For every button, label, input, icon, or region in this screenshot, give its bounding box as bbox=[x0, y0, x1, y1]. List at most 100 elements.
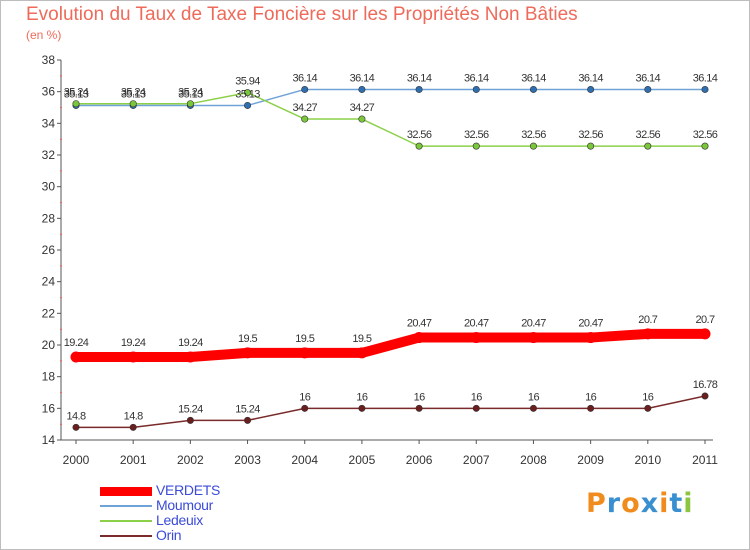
data-point-ledeuix bbox=[301, 115, 309, 123]
data-point-verdets bbox=[585, 332, 597, 344]
legend-label: VERDETS bbox=[156, 482, 221, 498]
data-label-ledeuix: 34.27 bbox=[292, 102, 317, 114]
data-point-moumour bbox=[701, 85, 709, 93]
data-label-ledeuix: 32.56 bbox=[578, 129, 603, 141]
legend-label: Ledeuix bbox=[156, 512, 203, 528]
data-point-verdets bbox=[299, 347, 311, 359]
x-tick-label: 2002 bbox=[177, 453, 204, 467]
data-label-moumour: 36.14 bbox=[350, 72, 375, 84]
data-point-orin bbox=[587, 404, 595, 412]
series-line-orin bbox=[75, 395, 706, 429]
data-point-orin bbox=[472, 404, 480, 412]
legend-item-ledeuix: Ledeuix bbox=[100, 512, 350, 529]
chart-title: Evolution du Taux de Taxe Foncière sur l… bbox=[26, 4, 578, 25]
y-tick-label: 18 bbox=[42, 370, 56, 384]
data-point-orin bbox=[415, 404, 423, 412]
data-label-orin: 16 bbox=[471, 391, 483, 403]
y-tick-label: 38 bbox=[42, 53, 56, 67]
y-minor-tick bbox=[60, 423, 62, 425]
data-label-moumour: 36.14 bbox=[292, 72, 317, 84]
data-label-orin: 14.8 bbox=[124, 410, 143, 422]
data-label-ledeuix: 32.56 bbox=[521, 129, 546, 141]
data-label-verdets: 19.5 bbox=[238, 333, 257, 345]
y-minor-tick bbox=[60, 265, 62, 267]
data-point-ledeuix bbox=[129, 100, 137, 108]
x-tick-label: 2006 bbox=[406, 453, 433, 467]
y-minor-tick bbox=[60, 328, 62, 330]
data-label-ledeuix: 32.56 bbox=[693, 129, 718, 141]
y-tick-label: 24 bbox=[42, 275, 56, 289]
y-tick-label: 20 bbox=[42, 338, 56, 352]
legend-item-orin: Orin bbox=[100, 527, 350, 544]
y-tick-label: 16 bbox=[42, 401, 56, 415]
x-tick-label: 2005 bbox=[349, 453, 376, 467]
data-point-ledeuix bbox=[587, 142, 595, 150]
data-label-orin: 16 bbox=[642, 391, 654, 403]
x-tick-label: 2007 bbox=[463, 453, 490, 467]
data-point-verdets bbox=[70, 351, 82, 363]
data-label-verdets: 19.24 bbox=[121, 337, 146, 349]
legend-label: Moumour bbox=[156, 497, 214, 513]
y-minor-tick bbox=[60, 75, 62, 77]
data-point-moumour bbox=[244, 101, 252, 109]
data-point-ledeuix bbox=[244, 89, 252, 97]
data-point-verdets bbox=[242, 347, 254, 359]
data-label-moumour: 36.14 bbox=[693, 72, 718, 84]
data-point-verdets bbox=[127, 351, 139, 363]
data-label-moumour: 35.13 bbox=[121, 88, 146, 100]
y-tick-label: 36 bbox=[42, 85, 56, 99]
y-tick-label: 26 bbox=[42, 243, 56, 257]
data-point-verdets bbox=[642, 328, 654, 340]
x-tick-label: 2004 bbox=[291, 453, 318, 467]
series-line-verdets bbox=[71, 328, 710, 363]
y-minor-tick bbox=[60, 201, 62, 204]
logo-letter: i bbox=[659, 488, 670, 519]
y-tick-label: 34 bbox=[42, 116, 56, 130]
data-point-ledeuix bbox=[186, 100, 194, 108]
data-point-moumour bbox=[415, 85, 423, 93]
data-label-moumour: 36.14 bbox=[578, 72, 603, 84]
data-point-orin bbox=[244, 416, 252, 424]
x-tick-label: 2001 bbox=[120, 453, 147, 467]
data-point-orin bbox=[644, 404, 652, 412]
data-label-ledeuix: 32.56 bbox=[636, 129, 661, 141]
data-label-moumour: 36.14 bbox=[407, 72, 432, 84]
logo-letter: o bbox=[621, 488, 641, 519]
data-point-ledeuix bbox=[358, 115, 366, 123]
legend-item-moumour: Moumour bbox=[100, 497, 350, 514]
data-label-orin: 16 bbox=[356, 391, 368, 403]
data-point-orin bbox=[186, 416, 194, 424]
legend-swatch bbox=[100, 520, 152, 522]
data-point-ledeuix bbox=[72, 100, 80, 108]
data-label-verdets: 19.5 bbox=[352, 333, 371, 345]
legend-label: Orin bbox=[156, 527, 182, 543]
data-label-orin: 14.8 bbox=[66, 410, 85, 422]
x-tick-label: 2011 bbox=[692, 453, 718, 467]
y-tick-label: 14 bbox=[42, 433, 56, 447]
y-minor-tick bbox=[60, 360, 62, 362]
data-label-ledeuix: 32.56 bbox=[464, 129, 489, 141]
data-label-verdets: 19.24 bbox=[64, 337, 89, 349]
data-point-orin bbox=[529, 404, 537, 412]
data-label-orin: 16 bbox=[528, 391, 540, 403]
data-label-verdets: 20.47 bbox=[464, 318, 489, 330]
y-minor-tick bbox=[60, 296, 62, 299]
logo-letter: P bbox=[586, 488, 607, 519]
data-point-verdets bbox=[699, 328, 711, 340]
data-point-orin bbox=[301, 404, 309, 412]
legend-swatch bbox=[100, 505, 152, 507]
y-minor-tick bbox=[60, 391, 62, 394]
data-label-orin: 15.24 bbox=[235, 403, 260, 415]
data-point-verdets bbox=[184, 351, 196, 363]
data-label-ledeuix: 35.24 bbox=[178, 87, 203, 99]
data-point-moumour bbox=[472, 85, 480, 93]
y-tick-label: 22 bbox=[42, 306, 56, 320]
legend-item-verdets: VERDETS bbox=[100, 482, 350, 499]
data-label-moumour: 36.14 bbox=[636, 72, 661, 84]
data-point-orin bbox=[129, 423, 137, 431]
y-minor-tick bbox=[60, 233, 62, 235]
logo-letter: t bbox=[669, 488, 684, 519]
data-point-verdets bbox=[527, 332, 539, 344]
